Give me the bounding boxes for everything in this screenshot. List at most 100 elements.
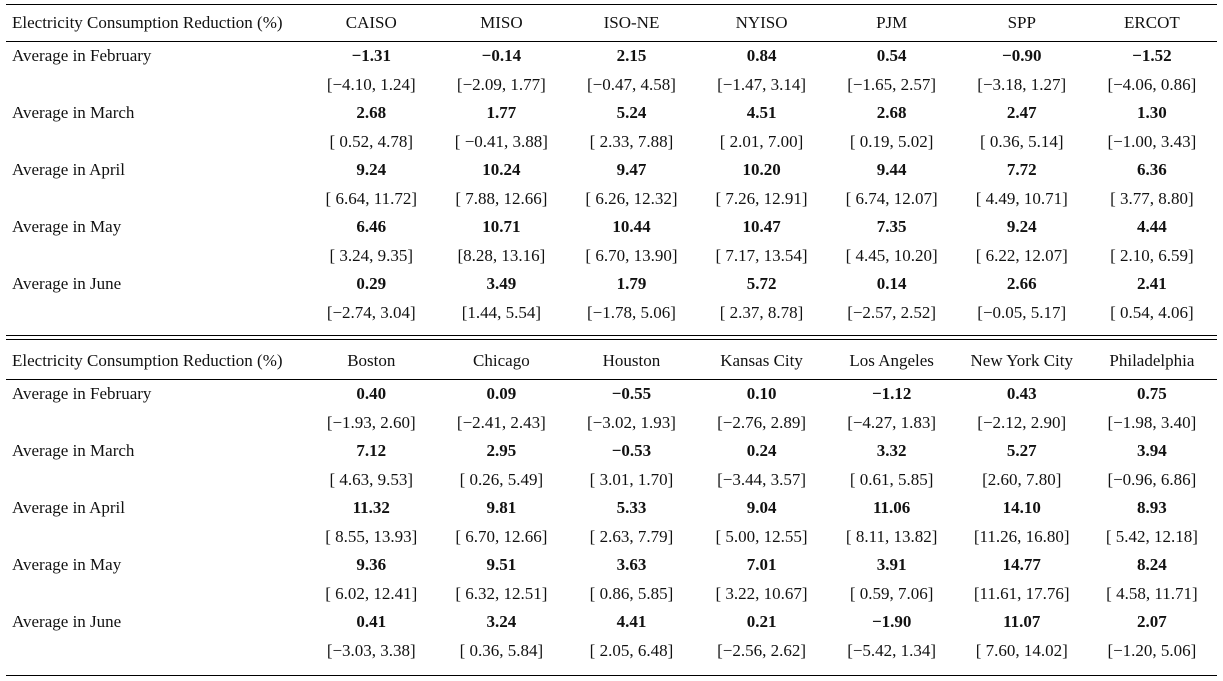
row-label: Average in June [12,274,122,293]
value-cell: 1.77 [486,103,517,122]
value-cell: −0.14 [481,46,522,65]
value-cell: 9.51 [486,555,517,574]
value-cell: 5.27 [1006,441,1037,460]
table-row: Average in February −1.31 −0.14 2.15 0.84 0.5… [6,42,1217,71]
interval-cell: [ 0.86, 5.85] [589,583,674,603]
value-cell: 1.79 [616,274,647,293]
column-header: Kansas City [720,350,803,370]
interval-cell: [ 4.45, 10.20] [845,245,938,265]
value-cell: 2.15 [616,46,647,65]
column-header: New York City [970,350,1074,370]
double-rule-lower [6,339,1217,340]
interval-cell: [−4.06, 0.86] [1107,74,1197,94]
value-cell: 2.07 [1137,612,1167,631]
interval-cell: [−4.27, 1.83] [847,412,937,432]
blank-cell [6,298,306,327]
interval-cell: [ 0.61, 5.85] [849,469,934,489]
column-header: Boston [347,350,396,370]
value-cell: 11.32 [352,498,390,517]
value-cell: 14.77 [1002,555,1041,574]
interval-cell: [−2.74, 3.04] [326,302,416,322]
interval-cell: [ 2.63, 7.79] [589,526,674,546]
interval-cell: [ 6.02, 12.41] [325,583,418,603]
interval-cell: [−2.76, 2.89] [717,412,807,432]
column-header: ERCOT [1124,12,1180,32]
interval-cell: [−3.18, 1.27] [977,74,1067,94]
interval-cell: [−3.44, 3.57] [717,469,807,489]
value-cell: 9.47 [616,160,647,179]
interval-cell: [−3.03, 3.38] [326,640,416,660]
blank-cell [6,241,306,270]
value-cell: 6.46 [356,217,387,236]
interval-row: [−2.74, 3.04] [1.44, 5.54] [−1.78, 5.06] [ … [6,298,1217,327]
value-cell: 5.72 [746,274,777,293]
interval-cell: [−1.20, 5.06] [1107,640,1197,660]
value-cell: 2.68 [356,103,387,122]
interval-cell: [ 0.26, 5.49] [459,469,544,489]
column-header: MISO [480,12,523,32]
interval-row: [ 8.55, 13.93] [ 6.70, 12.66] [ 2.63, 7.79… [6,522,1217,551]
value-cell: 4.44 [1137,217,1167,236]
value-cell: −0.53 [611,441,652,460]
value-cell: 10.44 [612,217,651,236]
value-cell: 9.44 [876,160,907,179]
value-cell: 3.63 [616,555,647,574]
blank-cell [6,522,306,551]
interval-cell: [ 0.59, 7.06] [849,583,934,603]
value-cell: 10.47 [742,217,781,236]
interval-cell: [−1.78, 5.06] [587,302,676,322]
interval-cell: [−2.57, 2.52] [847,302,937,322]
interval-cell: [ 6.70, 12.66] [455,526,548,546]
value-cell: −0.90 [1002,46,1042,65]
interval-cell: [ 2.37, 8.78] [719,302,804,322]
interval-cell: [1.44, 5.54] [461,302,542,322]
value-cell: −1.90 [871,612,912,631]
value-cell: 0.29 [356,274,387,293]
value-cell: 0.43 [1006,384,1037,403]
table-row: Average in February 0.40 0.09 −0.55 0.10 −1.1… [6,380,1217,409]
interval-cell: [ 3.77, 8.80] [1110,188,1194,208]
row-label: Average in March [12,103,135,122]
value-cell: 11.07 [1003,612,1041,631]
value-cell: 0.24 [746,441,777,460]
header-label: Electricity Consumption Reduction (%) [12,12,283,32]
interval-cell: [ 4.63, 9.53] [329,469,414,489]
interval-cell: [ 8.11, 13.82] [845,526,938,546]
interval-cell: [−1.93, 2.60] [326,412,416,432]
value-cell: 3.49 [486,274,517,293]
value-cell: 9.36 [356,555,387,574]
table-row: Average in May 9.36 9.51 3.63 7.01 3.91 14.77 8… [6,551,1217,579]
value-cell: 5.24 [616,103,647,122]
interval-cell: [ 0.36, 5.84] [459,640,544,660]
value-cell: 9.24 [1006,217,1037,236]
iso-region-table: Electricity Consumption Reduction (%) CAI… [6,4,1217,327]
interval-cell: [−4.10, 1.24] [326,74,416,94]
value-cell: 0.54 [876,46,907,65]
column-header: CAISO [345,12,397,32]
header-label: Electricity Consumption Reduction (%) [12,350,283,370]
interval-cell: [8.28, 13.16] [457,245,546,265]
value-cell: 2.68 [876,103,907,122]
city-table: Electricity Consumption Reduction (%) Bos… [6,342,1217,665]
interval-row: [ 4.63, 9.53] [ 0.26, 5.49] [ 3.01, 1.70] [… [6,465,1217,494]
value-cell: 0.84 [746,46,777,65]
value-cell: 0.75 [1137,384,1167,403]
interval-cell: [−2.56, 2.62] [717,640,807,660]
value-cell: −0.55 [611,384,652,403]
value-cell: 6.36 [1137,160,1167,179]
value-cell: 8.24 [1137,555,1167,574]
blank-cell [6,636,306,665]
row-label: Average in February [12,384,152,403]
value-cell: −1.31 [351,46,391,65]
column-header: Los Angeles [849,350,934,370]
value-cell: 4.41 [616,612,647,631]
blank-cell [6,127,306,156]
column-header: PJM [876,12,908,32]
column-header: Philadelphia [1109,350,1195,370]
interval-cell: [ 5.42, 12.18] [1105,526,1198,546]
table-row: Average in March 7.12 2.95 −0.53 0.24 3.32 5.2… [6,437,1217,465]
interval-cell: [ 6.64, 11.72] [325,188,417,208]
interval-cell: [ 0.54, 4.06] [1110,302,1194,322]
value-cell: 7.72 [1006,160,1037,179]
value-cell: 0.14 [876,274,907,293]
